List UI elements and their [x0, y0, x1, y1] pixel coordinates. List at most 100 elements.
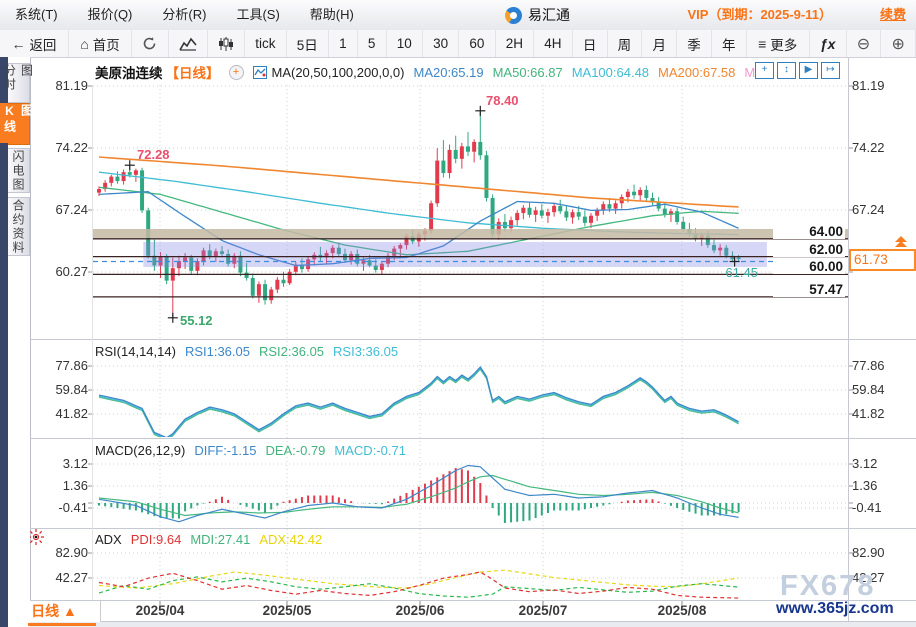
sidebar-item-contract-info[interactable]: 合约资料	[8, 197, 30, 256]
pdi-value: PDI:9.64	[130, 532, 182, 547]
menu-tools[interactable]: 工具(S)	[236, 7, 280, 22]
menu-system[interactable]: 系统(T)	[15, 7, 58, 22]
ma200-value: MA200:67.58	[658, 64, 736, 80]
level-label-62: 62.00	[773, 242, 845, 257]
ma-params: MA(20,50,100,200,0,0)	[271, 64, 405, 80]
sidebar-item-flash-chart[interactable]: 闪电图	[8, 148, 30, 193]
dea-value: DEA:-0.79	[265, 443, 326, 458]
back-arrow-icon: ←	[11, 35, 26, 52]
ma50-value: MA50:66.87	[492, 64, 563, 80]
app-logo-icon	[505, 6, 522, 24]
refresh-button[interactable]	[132, 30, 169, 57]
macd-ylabel: -0.41	[58, 500, 88, 515]
sidebar-item-time-chart[interactable]: 分时图	[3, 63, 34, 103]
macd-value: MACD:-0.71	[334, 443, 406, 458]
period-30min[interactable]: 30	[423, 30, 460, 57]
macd-title: MACD(26,12,9)	[95, 443, 186, 458]
ma-indicator-icon	[252, 65, 267, 79]
macd-pane-header: MACD(26,12,9) DIFF:-1.15 DEA:-0.79 MACD:…	[95, 443, 406, 458]
period-5d[interactable]: 5日	[287, 30, 329, 57]
main-ylabel: 60.27	[55, 264, 88, 279]
adx-ylabel-right: 42.27	[852, 570, 885, 585]
pan-icon[interactable]: +	[755, 62, 774, 79]
add-indicator-icon[interactable]: +	[228, 64, 244, 80]
watermark-url: www.365jz.com	[776, 600, 894, 617]
renew-link[interactable]: 续费	[879, 7, 906, 22]
macd-ylabel-right: 1.36	[852, 478, 878, 493]
menu-quotes[interactable]: 报价(Q)	[87, 7, 133, 22]
menu-analysis[interactable]: 分析(R)	[162, 7, 207, 22]
annotation-low: 55.12	[180, 313, 213, 328]
period-2h[interactable]: 2H	[496, 30, 535, 57]
annotation-swing-high: 72.28	[137, 147, 170, 162]
period-tick[interactable]: tick	[245, 30, 287, 57]
period-10min[interactable]: 10	[387, 30, 423, 57]
price-up-arrow-icon	[895, 236, 907, 247]
active-tab-marker	[0, 103, 8, 143]
line-chart-icon	[178, 37, 197, 51]
adx-ylabel-right: 82.90	[852, 545, 885, 560]
xaxis-label: 2025/05	[262, 603, 312, 618]
back-label: 返回	[29, 37, 57, 53]
rsi-pane-header: RSI(14,14,14) RSI1:36.05 RSI2:36.05 RSI3…	[95, 344, 398, 359]
period-60min[interactable]: 60	[459, 30, 496, 57]
more-button[interactable]: ≡ 更多	[747, 30, 810, 57]
rsi-ylabel: 41.82	[55, 406, 88, 421]
active-period-underline	[28, 623, 96, 626]
main-ylabel-right: 81.19	[852, 78, 885, 93]
period-1min[interactable]: 1	[329, 30, 358, 57]
active-period-tab[interactable]: 日线 ▲	[8, 601, 101, 622]
annotation-high: 78.40	[486, 93, 519, 108]
main-ylabel-right: 67.24	[852, 202, 885, 217]
macd-ylabel: 3.12	[62, 456, 88, 471]
indicator-fx-button[interactable]: ƒx	[810, 30, 847, 57]
side-strip	[0, 57, 8, 627]
line-chart-button[interactable]	[169, 30, 208, 57]
brand-name: 易汇通	[528, 7, 570, 23]
level-label-64: 64.00	[773, 224, 845, 239]
rsi3-value: RSI3:36.05	[333, 344, 399, 359]
back-button[interactable]: ← 返回	[0, 30, 69, 57]
rsi-ylabel: 59.84	[55, 382, 88, 397]
candle-chart-button[interactable]	[208, 30, 246, 57]
period-day[interactable]: 日	[573, 30, 608, 57]
toolbar: ← 返回 ⌂ 首页 tick 5日 1 5 10 30 60 2H 4H 日 周 月…	[0, 30, 916, 58]
refresh-icon	[144, 37, 156, 50]
home-button[interactable]: ⌂ 首页	[69, 30, 133, 57]
more-label: 更多	[770, 37, 798, 53]
period-5min[interactable]: 5	[358, 30, 387, 57]
bottom-strip	[0, 622, 916, 627]
chart-tool-group: + ↕ ▶ ↦	[755, 62, 840, 79]
main-ylabel: 74.22	[55, 140, 88, 155]
macd-ylabel-right: 3.12	[852, 456, 878, 471]
ma100-value: MA100:64.48	[571, 64, 650, 80]
jump-end-icon[interactable]: ↦	[821, 62, 840, 79]
xaxis-label: 2025/04	[135, 603, 185, 618]
zoom-out-button[interactable]: ⊖	[847, 30, 882, 57]
brand: 易汇通	[505, 0, 570, 30]
zoom-out-icon: ⊖	[856, 35, 871, 53]
candle-chart-icon	[218, 36, 233, 51]
fit-vertical-icon[interactable]: ↕	[777, 62, 796, 79]
zoom-in-button[interactable]: ⊕	[881, 30, 916, 57]
mdi-value: MDI:27.41	[190, 532, 251, 547]
rsi1-value: RSI1:36.05	[184, 344, 250, 359]
watermark-fx678: FX678	[780, 570, 876, 602]
vip-status: VIP（到期：2025-9-11）	[687, 7, 832, 22]
sidebar-item-kline-chart[interactable]: K线图	[3, 103, 34, 145]
menu-help[interactable]: 帮助(H)	[309, 7, 354, 22]
period-month[interactable]: 月	[642, 30, 678, 57]
period-4h[interactable]: 4H	[534, 30, 573, 57]
step-forward-icon[interactable]: ▶	[799, 62, 818, 79]
xaxis-label: 2025/06	[395, 603, 445, 618]
rsi-ylabel-right: 41.82	[852, 406, 885, 421]
period-year[interactable]: 年	[712, 30, 747, 57]
period-quarter[interactable]: 季	[677, 30, 712, 57]
adx-pane-header: ADX PDI:9.64 MDI:27.41 ADX:42.42	[95, 532, 322, 547]
period-week[interactable]: 周	[608, 30, 643, 57]
zoom-in-icon: ⊕	[891, 35, 905, 53]
sun-marker-icon	[28, 529, 44, 550]
home-label: 首页	[92, 37, 120, 53]
main-ylabel: 67.24	[55, 202, 88, 217]
